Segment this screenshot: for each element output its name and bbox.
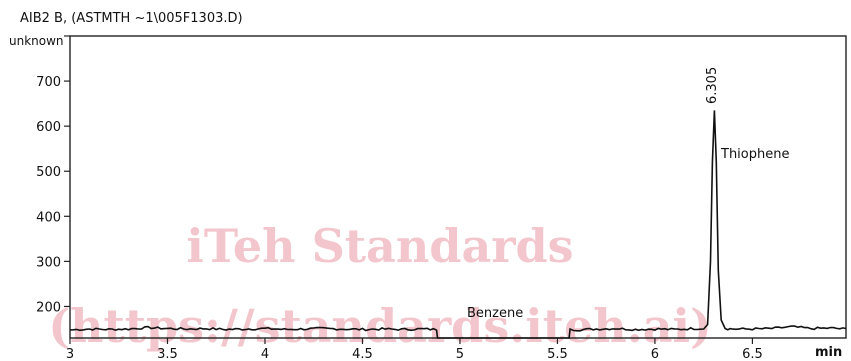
- x-tick-label: 6: [651, 347, 659, 361]
- y-tick-label: 500: [36, 165, 61, 180]
- x-tick-label: 6.5: [742, 347, 763, 361]
- y-tick-label: 200: [36, 300, 61, 315]
- y-axis: 200 300 400 500 600 700: [36, 35, 70, 315]
- x-tick-label: 3.5: [157, 347, 178, 361]
- y-axis-label: unknown: [9, 34, 64, 48]
- watermark: iTeh Standards (https://standards.iteh.a…: [48, 219, 712, 353]
- x-axis: 3 3.5 4 4.5 5 5.5 6 6.5: [66, 338, 763, 361]
- y-tick-label: 300: [36, 255, 61, 270]
- peak-retention-time-label: 6.305: [705, 67, 720, 104]
- chromatogram-trace: [69, 110, 847, 339]
- y-tick-label: 400: [36, 210, 61, 225]
- watermark-line-2: (https://standards.iteh.ai): [48, 299, 712, 353]
- watermark-line-1: iTeh Standards: [186, 219, 573, 273]
- peak-annotation-thiophene: Thiophene: [720, 147, 789, 162]
- x-axis-unit-label: min: [815, 345, 842, 360]
- y-tick-label: 600: [36, 120, 61, 135]
- y-tick-label: 700: [36, 75, 61, 90]
- x-tick-label: 5: [456, 347, 464, 361]
- x-tick-label: 4: [261, 347, 269, 361]
- x-tick-label: 5.5: [547, 347, 568, 361]
- chart-title: AIB2 B, (ASTMTH ~1\005F1303.D): [20, 11, 243, 26]
- x-tick-label: 3: [66, 347, 74, 361]
- peak-annotation-benzene: Benzene: [467, 306, 523, 321]
- plot-frame: [69, 35, 847, 339]
- x-tick-label: 4.5: [352, 347, 373, 361]
